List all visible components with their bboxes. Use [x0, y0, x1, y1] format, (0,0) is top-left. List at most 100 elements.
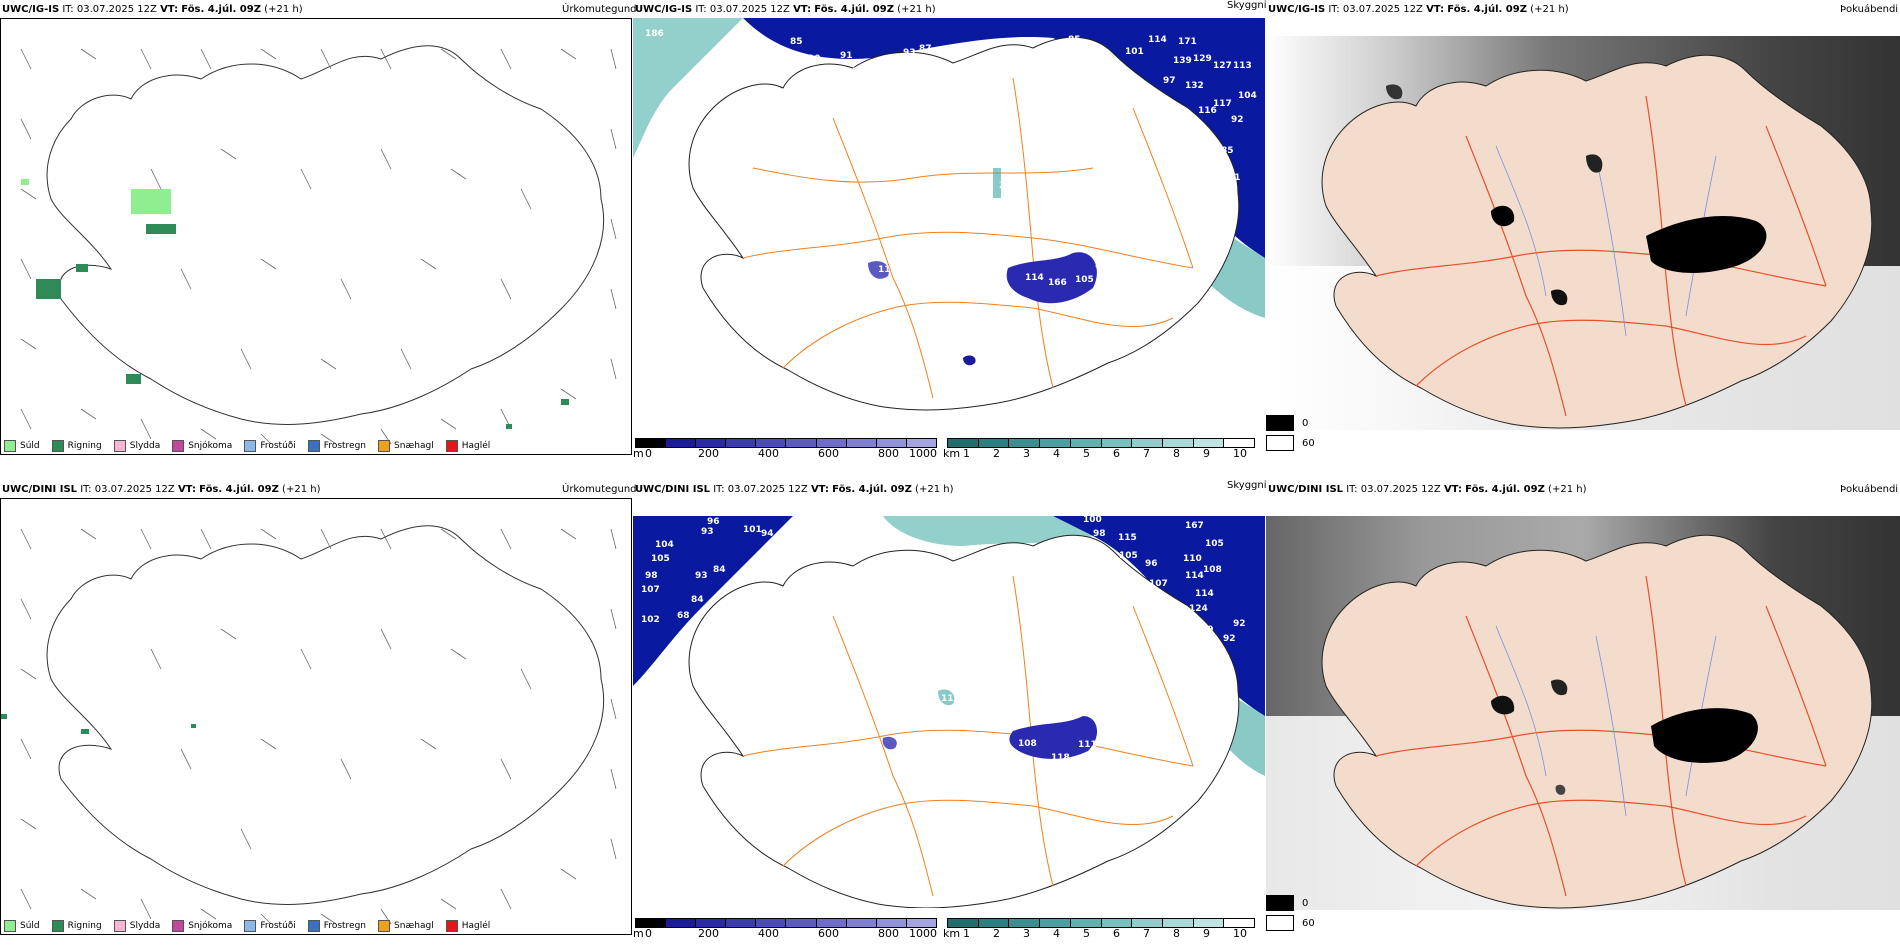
tick: 4: [1053, 927, 1060, 940]
cloud-base-label: 129: [1193, 54, 1212, 64]
cloud-base-label: 96: [707, 517, 720, 527]
tick: 9: [1203, 927, 1210, 940]
cloud-base-label: 112: [941, 694, 960, 704]
legend-item: Súld: [4, 920, 40, 932]
cloud-base-label: 105: [1075, 275, 1094, 285]
cloud-patches: [882, 689, 1098, 759]
legend-item: Snjókoma: [172, 440, 232, 452]
fog-swatch-black: [1266, 415, 1294, 431]
tick: 2: [993, 927, 1000, 940]
tick: 0: [645, 927, 652, 940]
precip-map: [0, 498, 632, 935]
fog-roads: [1375, 95, 1827, 417]
fog-legend: 0 60: [1266, 415, 1315, 451]
vis-unit: km: [943, 447, 961, 460]
cloud-base-label: 84: [713, 565, 726, 575]
legend-item: Frostúði: [244, 920, 296, 932]
cloud-base-label: 81: [1095, 261, 1108, 271]
legend-item: Snæhagl: [378, 440, 434, 452]
cloud-base-label: 101: [743, 525, 762, 535]
tick: 3: [1023, 447, 1030, 460]
legend-item: Snjókoma: [172, 920, 232, 932]
legend-item: Frostregn: [307, 440, 366, 452]
cloud-base-label: 94: [761, 529, 774, 539]
panel-title: Skyggni: [1227, 0, 1267, 11]
visibility-panel-igis: UWC/IG-IS IT: 03.07.2025 12Z VT: Fös. 4.…: [633, 0, 1267, 460]
cloud-base-label: 89: [1201, 625, 1214, 635]
cloud-base-label: 116: [1198, 106, 1217, 116]
tick: 800: [878, 927, 899, 940]
swatch: [113, 920, 126, 932]
cloud-base-label: 124: [1189, 604, 1208, 614]
tick: 0: [645, 447, 652, 460]
panel-title: Úrkomutegund: [562, 484, 637, 495]
cloud-base-label: 104: [655, 540, 674, 550]
cloud-base-label: 101: [883, 58, 902, 68]
precip-panel-igis: UWC/IG-IS IT: 03.07.2025 12Z VT: Fös. 4.…: [0, 0, 637, 455]
cloud-base-label: 115: [1118, 533, 1137, 543]
tick: 1: [963, 927, 970, 940]
cloud-base-label: 68: [1085, 47, 1098, 57]
visibility-colorbar: [947, 918, 1255, 928]
cloud-base-label: 110: [1183, 554, 1202, 564]
cloud-base-label: 81: [1228, 173, 1241, 183]
cloud-base-label: 85: [790, 37, 803, 47]
swatch: [445, 440, 458, 452]
fog-map: [1266, 516, 1900, 910]
tick: 1000: [909, 927, 937, 940]
precip-map: [0, 18, 632, 455]
cloud-base-label: 114: [1025, 273, 1044, 283]
iceland-precip-svg: [20, 45, 617, 445]
cloud-base-label: 139: [1173, 56, 1192, 66]
cloud-base-label: 105: [651, 554, 670, 564]
legend-item: Haglél: [445, 920, 490, 932]
precip-patches: [1, 714, 196, 734]
panel-header: UWC/IG-IS IT: 03.07.2025 12Z VT: Fös. 4.…: [1268, 4, 1569, 15]
cloud-base-label: 108: [1018, 739, 1037, 749]
tick: 200: [698, 447, 719, 460]
cloud-base-label: 85: [1221, 146, 1234, 156]
cloud-base-label: 77: [1195, 161, 1208, 171]
cloud-base-label: 105: [1205, 539, 1224, 549]
panel-header: UWC/IG-IS IT: 03.07.2025 12Z VT: Fös. 4.…: [635, 4, 936, 15]
vis-unit: km: [943, 927, 961, 940]
cloud-unit: m: [633, 447, 644, 460]
cloud-base-label: 93: [903, 48, 916, 58]
tick: 5: [1083, 447, 1090, 460]
fog-swatch-white: [1266, 435, 1294, 451]
swatch: [51, 440, 64, 452]
precip-patches: [21, 179, 569, 429]
panel-title: Þokuábendi: [1840, 484, 1899, 495]
cloud-base-label: 145: [791, 96, 810, 106]
tick: 3: [1023, 927, 1030, 940]
legend-item: Slydda: [113, 440, 160, 452]
legend-item: Rigning: [51, 920, 102, 932]
visibility-map: 96 93 101 94 89 78 104 105 98 93 84 107 …: [633, 504, 1265, 909]
visibility-panel-dini: UWC/DINI ISL IT: 03.07.2025 12Z VT: Fös.…: [633, 480, 1267, 940]
cloud-base-label: 87: [919, 44, 932, 54]
tick: 200: [698, 927, 719, 940]
legend-item: Súld: [4, 440, 40, 452]
cloud-base-label: 91: [840, 51, 853, 61]
cloud-base-label: 23: [999, 181, 1012, 191]
cloud-base-label: 113: [1233, 61, 1252, 71]
tick: 6: [1113, 927, 1120, 940]
cloud-base-label: 80: [1206, 186, 1219, 196]
cloud-base-label: 89: [781, 534, 794, 544]
legend-item: Snæhagl: [378, 920, 434, 932]
tick: 5: [1083, 927, 1090, 940]
iceland-fog-svg: [1266, 36, 1900, 430]
tick: 400: [758, 447, 779, 460]
fog-panel-dini: UWC/DINI ISL IT: 03.07.2025 12Z VT: Fös.…: [1266, 480, 1900, 935]
roads: [742, 77, 1194, 399]
fog-map: [1266, 36, 1900, 430]
cloud-base-label: 85: [1068, 35, 1081, 45]
swatch: [307, 440, 320, 452]
fog-legend: 0 60: [1266, 895, 1315, 931]
cloud-base-label: 102: [641, 615, 660, 625]
swatch: [113, 440, 126, 452]
panel-header: UWC/IG-IS IT: 03.07.2025 12Z VT: Fös. 4.…: [2, 4, 303, 15]
panel-title: Úrkomutegund: [562, 4, 637, 15]
tick: 600: [818, 447, 839, 460]
panel-title: Þokuábendi: [1840, 4, 1899, 15]
